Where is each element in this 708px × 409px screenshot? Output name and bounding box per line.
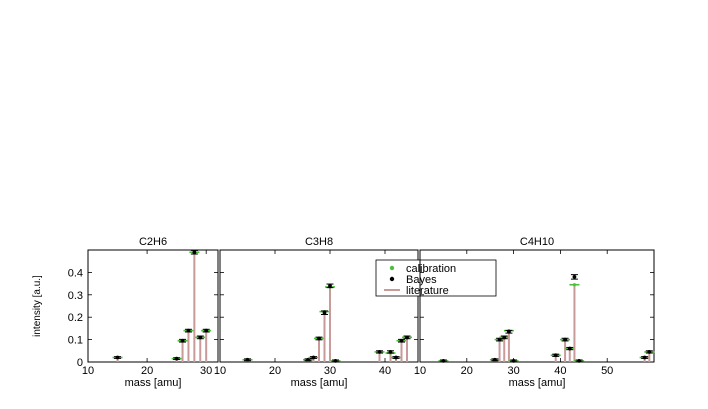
bayes-point xyxy=(502,335,507,340)
x-tick-label: 40 xyxy=(379,365,391,377)
plot-frame xyxy=(87,249,219,363)
x-tick-label: 40 xyxy=(554,365,566,377)
bayes-point xyxy=(441,358,446,363)
bayes-point xyxy=(642,355,647,360)
bayes-point xyxy=(394,355,398,360)
x-tick-label: 20 xyxy=(141,365,153,377)
legend-label: calibration xyxy=(406,263,456,275)
panel-title: C3H8 xyxy=(305,236,333,248)
bayes-point xyxy=(245,357,250,362)
x-tick-label: 10 xyxy=(414,365,426,377)
bayes-point xyxy=(507,329,511,334)
bayes-point xyxy=(563,337,567,342)
bayes-point xyxy=(174,356,179,361)
bayes-point xyxy=(186,328,191,333)
bayes-point xyxy=(511,358,516,363)
y-axis-label: intensity [a.u.] xyxy=(32,275,43,337)
y-tick-label: 0.4 xyxy=(68,267,83,279)
panel-c2h6: C2H6 10 20 30 0 0.1 0.2 0.3 0.4 mass [amu] intensi… xyxy=(32,236,219,389)
y-tick-label: 0.3 xyxy=(68,290,83,302)
bayes-point xyxy=(192,250,197,255)
bayes-point xyxy=(115,355,120,360)
y-tick-label: 0.2 xyxy=(68,312,83,324)
legend-label: Bayes xyxy=(406,274,437,286)
calibration-point xyxy=(572,283,577,287)
y-tick-label: 0 xyxy=(77,357,83,369)
y-tick-label: 0.1 xyxy=(68,335,83,347)
x-tick-label: 30 xyxy=(324,365,336,377)
bayes-point xyxy=(572,274,577,279)
x-axis-label: mass [amu] xyxy=(509,377,566,389)
panel-c3h8: C3H8 10 20 30 40 mass [amu] calibrationBayesli… xyxy=(214,236,497,389)
bayes-point xyxy=(306,357,310,362)
x-axis-label: mass [amu] xyxy=(125,377,182,389)
x-tick-label: 30 xyxy=(507,365,519,377)
bayes-point xyxy=(577,358,582,363)
bayes-point xyxy=(322,310,327,315)
bayes-point xyxy=(405,335,409,340)
x-tick-label: 10 xyxy=(214,365,226,377)
bayes-point xyxy=(204,328,209,333)
bayes-point xyxy=(198,335,203,340)
panel-c4h10: C4H10 10 20 30 40 50 mass [amu] xyxy=(414,236,655,389)
bayes-point xyxy=(553,353,558,358)
x-tick-label: 20 xyxy=(461,365,473,377)
legend-label: literature xyxy=(406,285,449,297)
bayes-point xyxy=(317,336,321,341)
bayes-point xyxy=(388,350,393,354)
bayes-point xyxy=(180,338,185,343)
legend-swatch-calibration xyxy=(389,265,395,271)
x-tick-label: 50 xyxy=(601,365,613,377)
x-tick-label: 10 xyxy=(82,365,94,377)
bayes-point xyxy=(647,350,652,354)
panel-title: C2H6 xyxy=(139,236,167,248)
x-tick-label: 30 xyxy=(200,365,212,377)
bayes-point xyxy=(328,283,332,288)
legend-swatch-bayes xyxy=(389,276,395,282)
plot-frame xyxy=(419,249,655,363)
bayes-point xyxy=(333,358,338,363)
bayes-point xyxy=(377,350,382,354)
x-axis-label: mass [amu] xyxy=(291,377,348,389)
bayes-point xyxy=(399,338,404,343)
bayes-point xyxy=(567,346,572,351)
bayes-point xyxy=(492,357,497,362)
bayes-point xyxy=(311,355,316,360)
bayes-point xyxy=(497,337,502,342)
x-tick-label: 20 xyxy=(269,365,281,377)
panel-title: C4H10 xyxy=(520,236,554,248)
